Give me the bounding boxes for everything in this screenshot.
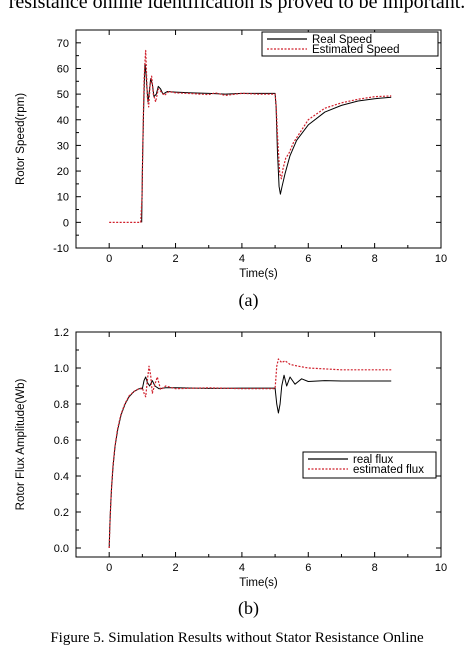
panel-label: (a) [239, 290, 259, 311]
y-tick-label: 0.8 [54, 399, 69, 411]
legend-box [302, 451, 437, 479]
y-tick-label: 0.0 [54, 543, 69, 555]
x-tick-label: 10 [435, 562, 447, 574]
y-tick-label: 50 [57, 89, 69, 101]
legend-box [261, 31, 439, 57]
plot-frame-a [75, 29, 442, 249]
y-tick-label: 40 [57, 115, 69, 127]
series-line-1 [108, 358, 392, 549]
x-tick-label: 2 [172, 253, 178, 265]
legend-label: real flux [353, 454, 394, 466]
y-tick-label: 1.0 [54, 363, 69, 375]
legend-label: estimated flux [353, 464, 424, 476]
y-tick-label: 60 [57, 63, 69, 75]
series-line-0 [141, 62, 392, 223]
panel-label: (b) [238, 598, 259, 619]
figure-caption: Figure 5. Simulation Results without Sta… [50, 630, 424, 646]
y-axis-label: Rotor Flux Amplitude(Wb) [15, 379, 27, 511]
header-text: resistance online identification is prov… [8, 0, 466, 13]
x-tick-label: 2 [172, 562, 178, 574]
x-tick-label: 8 [372, 562, 378, 574]
legend-label: Real Speed [312, 34, 372, 46]
legend-label: Estimated Speed [312, 44, 400, 56]
x-tick-label: 4 [239, 562, 245, 574]
y-axis-label: Rotor Speed(rpm) [15, 93, 27, 185]
x-tick-label: 6 [305, 562, 311, 574]
x-tick-label: 4 [239, 253, 245, 265]
x-tick-label: 0 [106, 253, 112, 265]
y-tick-label: 20 [57, 166, 69, 178]
chart-b: 0 2 4 6 8 10 0.0 0.2 0.4 0.6 0.8 1.0 1.2 Time(s) Rotor… [15, 327, 447, 619]
y-tick-label: 0.2 [54, 507, 69, 519]
plot-frame-b [75, 331, 442, 558]
y-tick-label: 30 [57, 140, 69, 152]
x-tick-label: 0 [106, 562, 112, 574]
y-tick-label: 10 [57, 192, 69, 204]
y-tick-label: 0.4 [54, 471, 69, 483]
y-tick-label: 1.2 [54, 327, 69, 339]
x-tick-label: 10 [435, 253, 447, 265]
y-tick-label: 0.6 [54, 435, 69, 447]
y-tick-label: 70 [57, 38, 69, 50]
x-tick-label: 6 [305, 253, 311, 265]
y-tick-label: 0 [63, 217, 69, 229]
series-line-1 [109, 49, 392, 223]
x-axis-label: Time(s) [239, 268, 278, 280]
chart-a: 0 2 4 6 8 10 -10 0 10 20 30 40 50 60 70 Time(s) Rotor Sp… [15, 29, 447, 311]
x-tick-label: 8 [372, 253, 378, 265]
y-tick-label: -10 [53, 243, 69, 255]
x-axis-label: Time(s) [239, 577, 278, 589]
